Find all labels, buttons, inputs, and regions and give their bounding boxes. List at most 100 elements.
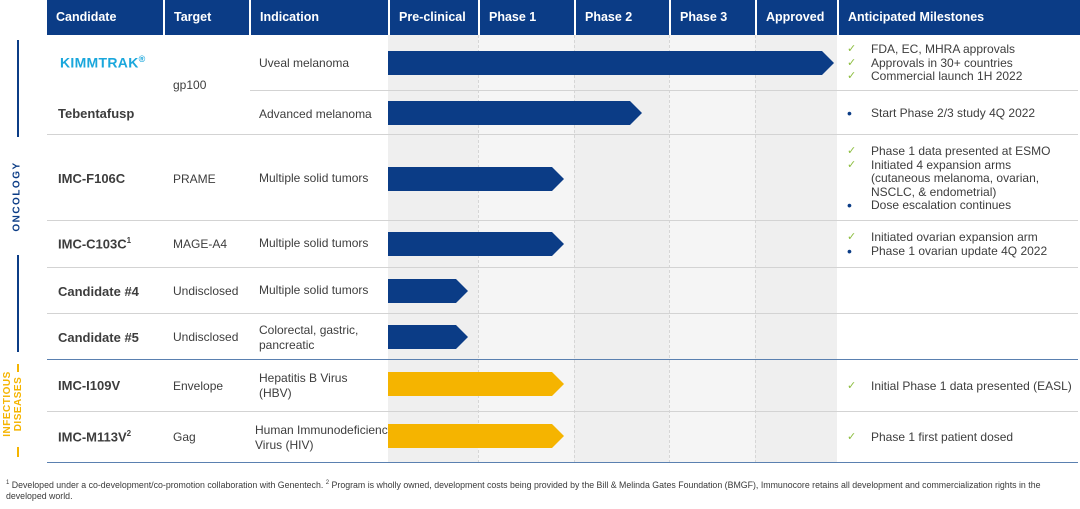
footnote-ref: 1 xyxy=(126,236,132,245)
header-approved: Approved xyxy=(755,0,837,35)
milestone-text: Phase 1 data presented at ESMO xyxy=(871,144,1051,158)
row-divider xyxy=(250,90,1078,91)
indication-line: (HBV) xyxy=(259,386,292,400)
milestone-text: NSCLC, & endometrial) xyxy=(871,184,997,199)
row-divider xyxy=(47,134,1078,135)
milestone-item: ✓ Phase 1 data presented at ESMO xyxy=(847,144,1051,159)
candidate-name: IMC-C103C xyxy=(58,236,127,252)
candidate-imc-f106c: IMC-F106C xyxy=(58,171,126,186)
header-phase1: Phase 1 xyxy=(478,0,574,35)
target-gag: Gag xyxy=(173,430,196,444)
row-divider xyxy=(47,220,1078,221)
candidate-5: Candidate #5 xyxy=(58,330,139,345)
milestones-imc-i109v: ✓ Initial Phase 1 data presented (EASL) xyxy=(847,379,1072,394)
milestone-text: Initial Phase 1 data presented (EASL) xyxy=(871,379,1072,393)
candidate-imc-i109v: IMC-I109V xyxy=(58,378,121,393)
target-undisclosed: Undisclosed xyxy=(173,284,239,298)
row-divider xyxy=(47,313,1078,314)
footnote-text-2: Program is wholly owned, development cos… xyxy=(6,479,1041,501)
milestone-text: (cutaneous melanoma, ovarian, xyxy=(871,171,1040,185)
header-preclinical: Pre-clinical xyxy=(388,0,478,35)
milestone-text: FDA, EC, MHRA approvals xyxy=(871,42,1016,56)
check-icon: ✓ xyxy=(847,431,857,443)
header-phase2: Phase 2 xyxy=(574,0,669,35)
indication: Multiple solid tumors xyxy=(259,283,369,297)
indication-line: Virus (HIV) xyxy=(255,438,314,452)
milestone-item: ✓ Approvals in 30+ countries xyxy=(847,56,1022,71)
progress-arrow-1 xyxy=(388,51,834,75)
milestones-kimmtrak: ✓ FDA, EC, MHRA approvals ✓ Approvals in 30… xyxy=(847,42,1023,84)
candidate-tebentafusp: Tebentafusp xyxy=(58,106,135,121)
indication-line: Colorectal, gastric, xyxy=(259,323,359,337)
progress-arrow-4 xyxy=(388,232,564,256)
candidate-4: Candidate #4 xyxy=(58,284,139,299)
check-icon: ✓ xyxy=(847,56,857,69)
milestone-item: ✓ FDA, EC, MHRA approvals xyxy=(847,42,1022,57)
milestone-text: Commercial launch 1H 2022 xyxy=(871,69,1023,83)
table-bottom-line xyxy=(47,462,1078,463)
candidate-imc-m113v: IMC-M113V2 xyxy=(58,429,131,444)
milestone-text: Initiated ovarian expansion arm xyxy=(871,230,1038,244)
indication: Multiple solid tumors xyxy=(259,236,369,250)
milestone-text: Phase 1 first patient dosed xyxy=(871,430,1014,444)
infectious-line-top xyxy=(17,364,19,372)
milestone-item: • Dose escalation continues xyxy=(847,197,1050,213)
progress-arrow-3 xyxy=(388,167,564,191)
header-indication: Indication xyxy=(249,0,388,35)
candidate-name: IMC-M113V xyxy=(58,429,127,445)
indication: Multiple solid tumors xyxy=(259,171,369,185)
candidate-kimmtrak: KIMMTRAK® xyxy=(60,54,146,71)
check-icon: ✓ xyxy=(847,43,857,55)
header-milestones: Anticipated Milestones xyxy=(837,0,1080,35)
milestone-text: Start Phase 2/3 study 4Q 2022 xyxy=(871,106,1036,120)
progress-arrow-2 xyxy=(388,101,642,125)
check-icon: ✓ xyxy=(847,70,857,82)
target-gp100: gp100 xyxy=(173,78,207,92)
bullet-icon: • xyxy=(847,197,852,213)
milestones-tebentafusp: • Start Phase 2/3 study 4Q 2022 xyxy=(847,106,1036,121)
bullet-icon: • xyxy=(847,242,852,259)
row-divider xyxy=(47,267,1078,268)
milestone-text: Dose escalation continues xyxy=(871,198,1012,212)
milestone-item: ✓ Phase 1 first patient dosed xyxy=(847,430,1014,445)
footnote-text-1: Developed under a co-development/co-prom… xyxy=(9,479,326,490)
section-divider xyxy=(47,359,1078,360)
phase-divider xyxy=(669,35,670,463)
header-phase3: Phase 3 xyxy=(669,0,755,35)
footnote-ref: 2 xyxy=(126,429,132,438)
milestone-item: ✓ Commercial launch 1H 2022 xyxy=(847,69,1023,84)
milestone-item: ✓ Initiated ovarian expansion arm xyxy=(847,230,1047,245)
target-undisclosed: Undisclosed xyxy=(173,330,239,344)
header-target: Target xyxy=(163,0,249,35)
phase-column-shade xyxy=(669,35,755,463)
milestone-item: • Start Phase 2/3 study 4Q 2022 xyxy=(847,106,1036,121)
oncology-line-top xyxy=(17,40,19,137)
candidate-imc-c103c: IMC-C103C1 xyxy=(58,236,131,251)
milestones-imc-f106c: ✓ Phase 1 data presented at ESMO ✓ Initiate… xyxy=(847,144,1051,213)
milestone-item: • Phase 1 ovarian update 4Q 2022 xyxy=(847,242,1047,259)
milestones-imc-c103c: ✓ Initiated ovarian expansion arm • Phase 1… xyxy=(847,230,1047,259)
footnote-sup: 1 xyxy=(6,480,10,486)
indication: Human Immunodeficiency Virus (HIV) xyxy=(255,423,394,453)
indication: Colorectal, gastric, pancreatic xyxy=(259,323,358,353)
footnote-sup: 2 xyxy=(325,480,330,486)
infectious-line-bottom xyxy=(17,447,19,457)
row-divider xyxy=(47,411,1078,412)
indication-line: Hepatitis B Virus xyxy=(259,371,348,385)
target-envelope: Envelope xyxy=(173,379,224,393)
progress-arrow-5 xyxy=(388,279,468,303)
candidate-name: KIMMTRAK xyxy=(60,54,139,71)
indication: Hepatitis B Virus (HBV) xyxy=(259,371,347,401)
phase-divider xyxy=(755,35,756,463)
indication: Uveal melanoma xyxy=(259,56,350,70)
milestones-imc-m113v: ✓ Phase 1 first patient dosed xyxy=(847,430,1014,445)
phase-column-shade xyxy=(755,35,837,463)
milestone-item: (cutaneous melanoma, ovarian, xyxy=(847,171,1050,186)
footnote: 1 Developed under a co-development/co-pr… xyxy=(6,478,1076,502)
header-candidate: Candidate xyxy=(47,0,163,35)
registered-mark: ® xyxy=(138,54,146,64)
indication: Advanced melanoma xyxy=(259,107,372,121)
progress-arrow-6 xyxy=(388,325,468,349)
check-icon: ✓ xyxy=(847,231,857,243)
